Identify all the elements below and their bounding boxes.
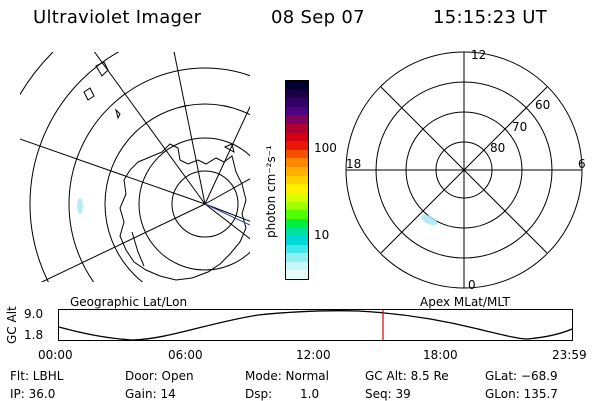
colorbar-unit-label: photon cm⁻²s⁻¹ (264, 145, 278, 238)
timeline-xtick: 06:00 (168, 348, 203, 362)
altitude-timeline (58, 309, 573, 341)
status-dsp-value: 1.0 (300, 387, 320, 401)
timeline-ytick-1-8: 1.8 (24, 328, 44, 342)
mlt-label-left: 18 (346, 157, 362, 171)
time-readout: 15:15:23 UT (433, 7, 548, 28)
geographic-map (20, 52, 250, 282)
colorbar-swatch (286, 81, 308, 90)
colorbar-swatch (286, 132, 308, 142)
colorbar-swatch (286, 175, 308, 185)
lat-label-80: 80 (490, 141, 506, 155)
status-mode: Mode: Normal (245, 369, 329, 383)
colorbar-swatch (286, 106, 308, 116)
lat-circle (171, 170, 239, 238)
colorbar-swatch (286, 141, 308, 150)
status-ip: IP: 36.0 (10, 387, 56, 401)
colorbar-swatch (286, 167, 308, 176)
colorbar-swatch (286, 244, 308, 254)
polar-mlt-map (345, 51, 583, 289)
colorbar-swatch (286, 270, 308, 280)
colorbar-swatch (286, 124, 308, 133)
colorbar-swatch (286, 227, 308, 236)
colorbar-swatch (286, 235, 308, 245)
lat-circle (138, 137, 250, 271)
status-gc-alt: GC Alt: 8.5 Re (365, 369, 449, 383)
colorbar-swatch (286, 218, 308, 228)
colorbar-swatch (286, 201, 308, 211)
colorbar-swatch (286, 261, 308, 271)
lat-circle (29, 52, 120, 282)
colorbar (285, 80, 309, 280)
status-dsp-label: Dsp: (245, 387, 273, 401)
status-gain: Gain: 14 (125, 387, 176, 401)
lat-circle (68, 67, 250, 282)
aurora-patch (77, 198, 83, 214)
lat-label-60: 60 (535, 98, 551, 112)
mlt-label-top: 12 (471, 48, 487, 62)
colorbar-swatch (286, 149, 308, 159)
timeline-frame (58, 309, 573, 341)
status-filter: Flt: LBHL (10, 369, 64, 383)
colorbar-swatch (286, 184, 308, 193)
timeline-ytick-9: 9.0 (24, 307, 44, 321)
altitude-curve (58, 309, 573, 341)
timeline-xtick: 12:00 (296, 348, 331, 362)
colorbar-tick-10: 10 (314, 228, 330, 242)
mlt-label-right: 6 (578, 157, 586, 171)
colorbar-swatch (286, 98, 308, 107)
colorbar-swatch (286, 115, 308, 125)
colorbar-swatch (286, 192, 308, 202)
colorbar-swatch (286, 158, 308, 168)
status-glon: GLon: 135.7 (485, 387, 558, 401)
timeline-right-title: Apex MLat/MLT (420, 295, 510, 309)
status-seq: Seq: 39 (365, 387, 411, 401)
lat-label-70: 70 (512, 120, 528, 134)
status-glat: GLat: −68.9 (485, 369, 558, 383)
colorbar-swatch (286, 253, 308, 262)
lat-circle (104, 103, 250, 282)
timeline-xtick: 23:59 (552, 348, 587, 362)
timeline-ylabel: GC Alt (5, 306, 19, 344)
app-title: Ultraviolet Imager (33, 7, 202, 28)
colorbar-swatch (286, 89, 308, 99)
aurora-patch (420, 214, 438, 226)
timeline-xtick: 18:00 (423, 348, 458, 362)
status-door: Door: Open (125, 369, 194, 383)
timeline-xtick: 00:00 (38, 348, 73, 362)
colorbar-tick-100: 100 (314, 141, 337, 155)
date-readout: 08 Sep 07 (271, 7, 365, 28)
timeline-left-title: Geographic Lat/Lon (70, 295, 188, 309)
colorbar-swatch (286, 210, 308, 219)
mlt-label-bottom: 0 (468, 278, 476, 292)
